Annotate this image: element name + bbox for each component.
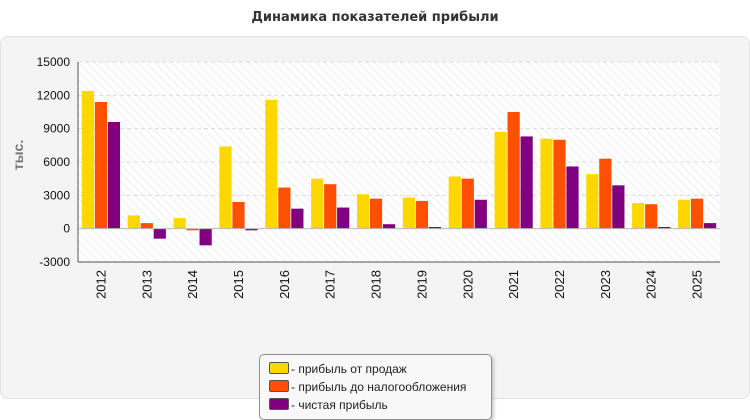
bar xyxy=(703,223,717,229)
bar xyxy=(645,204,658,229)
bar xyxy=(173,218,186,229)
bar xyxy=(265,99,278,229)
bars xyxy=(81,90,717,246)
bar xyxy=(677,199,691,229)
x-tick-label: 2012 xyxy=(93,270,108,299)
bar xyxy=(232,202,245,229)
chart-plot: 15000 12000 9000 6000 3000 0 -3000 2012 2013 2014… xyxy=(10,55,720,299)
bar xyxy=(186,228,199,231)
y-tick-label: 0 xyxy=(63,222,70,236)
bar xyxy=(127,215,140,229)
bar xyxy=(520,136,533,229)
x-tick-label: 2020 xyxy=(460,270,475,299)
bar xyxy=(586,174,599,229)
bar xyxy=(278,187,291,229)
x-tick-label: 2015 xyxy=(231,270,246,299)
bar xyxy=(94,102,108,229)
y-tick-label: 6000 xyxy=(43,155,70,169)
legend-swatch-sales-profit xyxy=(269,362,289,374)
bar xyxy=(369,198,383,229)
legend-label-pretax-profit: - прибыль до налогообложения xyxy=(291,380,467,394)
bar xyxy=(291,208,304,229)
bar xyxy=(566,166,579,229)
legend: - прибыль от продаж - прибыль до налогоо… xyxy=(259,354,492,420)
bar xyxy=(428,227,442,229)
x-tick-label: 2025 xyxy=(690,270,705,299)
legend-label-net-profit: - чистая прибыль xyxy=(291,398,388,412)
bar xyxy=(507,112,520,229)
bar xyxy=(199,228,212,246)
chart-title: Динамика показателей прибыли xyxy=(251,10,499,25)
bar xyxy=(599,158,612,229)
bar xyxy=(658,227,671,229)
bar xyxy=(382,224,396,229)
bar xyxy=(245,228,258,231)
x-tick-label: 2016 xyxy=(277,270,292,299)
bar xyxy=(415,200,429,229)
y-tick-label: 15000 xyxy=(37,55,71,69)
bar xyxy=(540,138,553,229)
y-axis-title: тыс. xyxy=(10,140,26,171)
chart-panel: 15000 12000 9000 6000 3000 0 -3000 2012 2013 2014… xyxy=(0,36,750,420)
bar xyxy=(612,185,625,229)
bar xyxy=(690,198,704,229)
bar xyxy=(474,199,487,229)
bar xyxy=(461,178,474,229)
axes: 15000 12000 9000 6000 3000 0 -3000 2012 2013 2014… xyxy=(37,55,720,299)
bar xyxy=(153,228,166,239)
bar xyxy=(402,197,416,229)
legend-label-sales-profit: - прибыль от продаж xyxy=(291,362,407,376)
legend-swatch-pretax-profit xyxy=(269,380,289,392)
x-tick-label: 2021 xyxy=(506,270,521,299)
bar xyxy=(632,203,645,229)
bar xyxy=(219,146,232,229)
bar xyxy=(356,194,370,229)
legend-item-net-profit: - чистая прибыль xyxy=(269,398,388,412)
y-tick-label: -3000 xyxy=(39,255,70,269)
x-tick-label: 2019 xyxy=(414,270,429,299)
bar xyxy=(107,122,121,229)
x-tick-label: 2013 xyxy=(139,270,154,299)
bar xyxy=(337,207,350,229)
bar xyxy=(81,90,95,229)
x-tick-label: 2023 xyxy=(598,270,613,299)
bar xyxy=(140,223,153,229)
plot-area-background xyxy=(78,62,720,262)
x-tick-label: 2024 xyxy=(644,270,659,299)
bar xyxy=(494,132,507,229)
y-tick-label: 9000 xyxy=(43,122,70,136)
x-tick-label: 2014 xyxy=(185,270,200,299)
bar xyxy=(324,184,337,229)
x-tick-label: 2017 xyxy=(323,270,338,299)
x-tick-label: 2022 xyxy=(552,270,567,299)
legend-item-sales-profit: - прибыль от продаж xyxy=(269,362,407,376)
x-tick-label: 2018 xyxy=(369,270,384,299)
bar xyxy=(553,139,566,229)
y-tick-label: 12000 xyxy=(37,88,71,102)
bar xyxy=(311,178,324,229)
bar xyxy=(448,176,461,229)
legend-item-pretax-profit: - прибыль до налогообложения xyxy=(269,380,466,394)
y-tick-label: 3000 xyxy=(43,188,70,202)
